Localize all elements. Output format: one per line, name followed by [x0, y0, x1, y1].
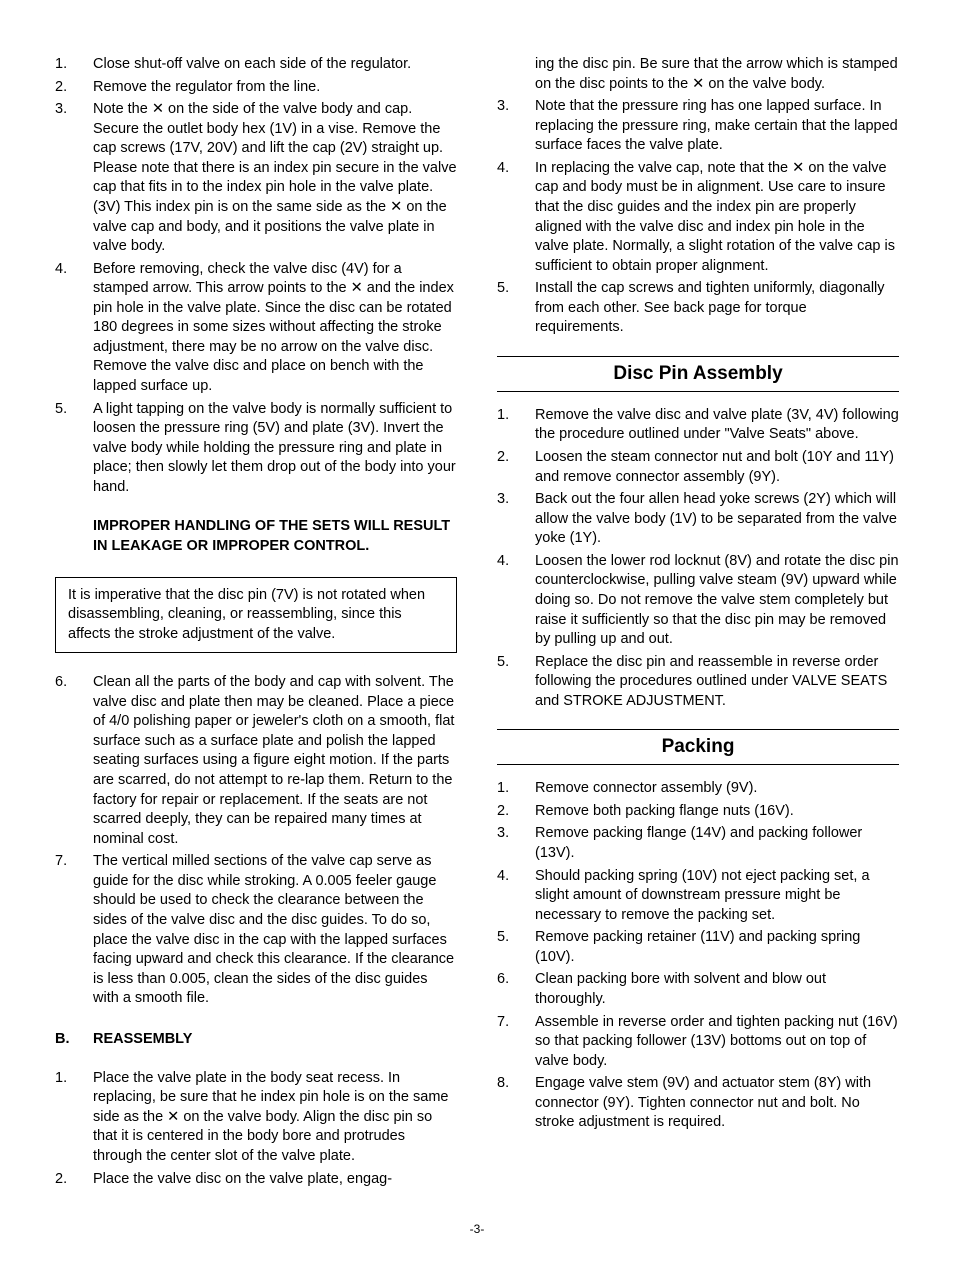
list-item: 2.Place the valve disc on the valve plat…: [55, 1170, 457, 1190]
list-text: A light tapping on the valve body is nor…: [93, 400, 457, 498]
list-item: 1.Remove connector assembly (9V).: [497, 779, 899, 799]
list-number: 1.: [55, 1069, 93, 1167]
list-number: 4.: [497, 552, 535, 650]
list-number: 1.: [55, 55, 93, 75]
list-number: 4.: [497, 159, 535, 276]
list-number: 3.: [497, 824, 535, 863]
subsection-letter: B.: [55, 1031, 93, 1047]
list-item: 4.Loosen the lower rod locknut (8V) and …: [497, 552, 899, 650]
list-text: Remove connector assembly (9V).: [535, 779, 899, 799]
list-item: 4.Before removing, check the valve disc …: [55, 260, 457, 397]
list-item: 3.Note that the pressure ring has one la…: [497, 97, 899, 156]
continuation-item: ing the disc pin. Be sure that the arrow…: [497, 55, 899, 94]
section-heading-packing: Packing: [497, 729, 899, 765]
subsection-heading: REASSEMBLY: [93, 1031, 192, 1047]
list-item: 5.Replace the disc pin and reassemble in…: [497, 653, 899, 712]
list-text: In replacing the valve cap, note that th…: [535, 159, 899, 276]
list-section-ra: 3.Note that the pressure ring has one la…: [497, 97, 899, 338]
list-item: 7.The vertical milled sections of the va…: [55, 852, 457, 1009]
list-number: 3.: [497, 490, 535, 549]
list-section-b: 6.Clean all the parts of the body and ca…: [55, 673, 457, 1009]
list-number: 1.: [497, 406, 535, 445]
list-text: Assemble in reverse order and tighten pa…: [535, 1013, 899, 1072]
warning-text: IMPROPER HANDLING OF THE SETS WILL RESUL…: [93, 517, 457, 556]
list-number: 2.: [497, 448, 535, 487]
list-text: Back out the four allen head yoke screws…: [535, 490, 899, 549]
list-number: 5.: [497, 279, 535, 338]
list-number: 8.: [497, 1074, 535, 1133]
list-section-rc: 1.Remove connector assembly (9V).2.Remov…: [497, 779, 899, 1133]
list-text: Clean packing bore with solvent and blow…: [535, 970, 899, 1009]
list-number: 4.: [497, 867, 535, 926]
list-section-c: 1.Place the valve plate in the body seat…: [55, 1069, 457, 1189]
list-text: The vertical milled sections of the valv…: [93, 852, 457, 1009]
list-number: 2.: [55, 1170, 93, 1190]
list-number: 6.: [497, 970, 535, 1009]
list-item: 7.Assemble in reverse order and tighten …: [497, 1013, 899, 1072]
list-item: 4.In replacing the valve cap, note that …: [497, 159, 899, 276]
list-text: Loosen the steam connector nut and bolt …: [535, 448, 899, 487]
page-number: -3-: [55, 1222, 899, 1236]
list-item: 5.A light tapping on the valve body is n…: [55, 400, 457, 498]
list-text: Engage valve stem (9V) and actuator stem…: [535, 1074, 899, 1133]
subsection-reassembly: B. REASSEMBLY: [55, 1031, 457, 1047]
list-text: Remove packing flange (14V) and packing …: [535, 824, 899, 863]
list-number: [497, 55, 535, 94]
list-number: 5.: [497, 653, 535, 712]
list-item: 3.Back out the four allen head yoke scre…: [497, 490, 899, 549]
list-item: 3.Remove packing flange (14V) and packin…: [497, 824, 899, 863]
list-text: Before removing, check the valve disc (4…: [93, 260, 457, 397]
list-item: 2.Remove the regulator from the line.: [55, 78, 457, 98]
list-item: 6.Clean packing bore with solvent and bl…: [497, 970, 899, 1009]
list-section-rb: 1.Remove the valve disc and valve plate …: [497, 406, 899, 711]
list-text: Place the valve plate in the body seat r…: [93, 1069, 457, 1167]
list-number: 2.: [55, 78, 93, 98]
list-number: 3.: [497, 97, 535, 156]
list-text: Close shut-off valve on each side of the…: [93, 55, 457, 75]
list-text: Clean all the parts of the body and cap …: [93, 673, 457, 849]
list-number: 2.: [497, 802, 535, 822]
list-text: Install the cap screws and tighten unifo…: [535, 279, 899, 338]
list-number: 7.: [55, 852, 93, 1009]
list-text: Place the valve disc on the valve plate,…: [93, 1170, 457, 1190]
list-number: 4.: [55, 260, 93, 397]
page-content: 1.Close shut-off valve on each side of t…: [55, 55, 899, 1192]
list-item: 1.Close shut-off valve on each side of t…: [55, 55, 457, 75]
list-number: 3.: [55, 100, 93, 257]
list-number: 6.: [55, 673, 93, 849]
list-item: 2.Remove both packing flange nuts (16V).: [497, 802, 899, 822]
list-item: 5.Install the cap screws and tighten uni…: [497, 279, 899, 338]
section-heading-disc: Disc Pin Assembly: [497, 356, 899, 392]
list-section-a: 1.Close shut-off valve on each side of t…: [55, 55, 457, 497]
left-column: 1.Close shut-off valve on each side of t…: [55, 55, 457, 1192]
list-number: 7.: [497, 1013, 535, 1072]
list-text: Loosen the lower rod locknut (8V) and ro…: [535, 552, 899, 650]
list-item: 8.Engage valve stem (9V) and actuator st…: [497, 1074, 899, 1133]
list-item: 1.Place the valve plate in the body seat…: [55, 1069, 457, 1167]
list-item: 1.Remove the valve disc and valve plate …: [497, 406, 899, 445]
list-item: 4.Should packing spring (10V) not eject …: [497, 867, 899, 926]
list-text: Note that the pressure ring has one lapp…: [535, 97, 899, 156]
list-item: 2.Loosen the steam connector nut and bol…: [497, 448, 899, 487]
list-text: Remove the regulator from the line.: [93, 78, 457, 98]
list-text: Should packing spring (10V) not eject pa…: [535, 867, 899, 926]
list-text: ing the disc pin. Be sure that the arrow…: [535, 55, 899, 94]
list-text: Remove the valve disc and valve plate (3…: [535, 406, 899, 445]
imperative-box: It is imperative that the disc pin (7V) …: [55, 577, 457, 654]
list-item: 6.Clean all the parts of the body and ca…: [55, 673, 457, 849]
right-column: ing the disc pin. Be sure that the arrow…: [497, 55, 899, 1192]
list-text: Remove packing retainer (11V) and packin…: [535, 928, 899, 967]
list-text: Note the ✕ on the side of the valve body…: [93, 100, 457, 257]
list-number: 5.: [497, 928, 535, 967]
list-text: Replace the disc pin and reassemble in r…: [535, 653, 899, 712]
list-number: 1.: [497, 779, 535, 799]
list-text: Remove both packing flange nuts (16V).: [535, 802, 899, 822]
list-number: 5.: [55, 400, 93, 498]
list-item: 5.Remove packing retainer (11V) and pack…: [497, 928, 899, 967]
list-item: 3.Note the ✕ on the side of the valve bo…: [55, 100, 457, 257]
